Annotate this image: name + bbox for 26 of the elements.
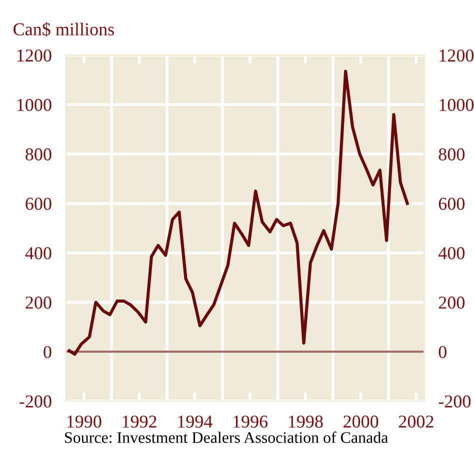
x-tick-label: 1990 (67, 416, 102, 428)
x-tick-label: 2000 (344, 416, 378, 428)
y-axis-title: Can$ millions (14, 22, 114, 37)
y-tick-label: 800 (26, 148, 52, 160)
y2-tick-label: 200 (438, 296, 465, 309)
y2-tick-label: 1000 (440, 98, 474, 112)
y-tick-label: 0 (44, 346, 52, 358)
y2-tick-label: 600 (438, 198, 465, 210)
y2-tick-label: 1200 (440, 49, 474, 62)
x-tick-label: 1998 (288, 416, 323, 428)
y2-tick-label: 400 (438, 247, 465, 260)
y2-tick-label: -200 (438, 395, 471, 408)
y-tick-label: -200 (20, 395, 52, 408)
y2-tick-label: 800 (438, 148, 465, 160)
source-note: Source: Investment Dealers Association of Canada (65, 432, 388, 444)
y-tick-label: 1200 (17, 49, 52, 62)
y-tick-label: 200 (26, 296, 52, 309)
y-tick-label: 1000 (17, 98, 52, 112)
x-tick-label: 1992 (122, 416, 156, 428)
y2-tick-label: 0 (438, 346, 446, 358)
y-tick-label: 400 (25, 247, 52, 260)
x-tick-label: 1994 (178, 416, 212, 428)
y-tick-label: 600 (26, 198, 52, 210)
line-series (68, 70, 409, 356)
x-tick-label: 2002 (398, 416, 434, 428)
x-tick-label: 1996 (234, 416, 268, 428)
